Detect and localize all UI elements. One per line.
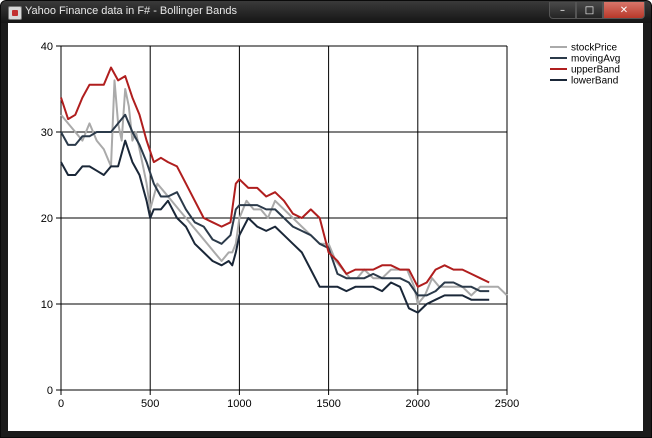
x-tick-label-2000: 2000 — [406, 398, 430, 410]
x-tick-label-1000: 1000 — [227, 398, 251, 410]
y-tick-label-10: 10 — [41, 299, 53, 311]
close-button[interactable]: ✕ — [603, 2, 645, 19]
x-tick-label-1500: 1500 — [316, 398, 340, 410]
bollinger-chart: 0 500 1000 1500 2000 2500 0 10 20 30 40 stockPricem… — [41, 41, 621, 410]
series-line-upperBand — [60, 66, 490, 288]
x-tick-label-2500: 2500 — [495, 398, 519, 410]
y-tick-label-0: 0 — [47, 385, 53, 397]
x-tick-label-500: 500 — [141, 398, 159, 410]
series-line-lowerBand — [60, 139, 490, 314]
series-line-stockPrice — [60, 79, 508, 305]
chart-area: 0 500 1000 1500 2000 2500 0 10 20 30 40 stockPrice m… — [8, 23, 643, 431]
window-controls: – □ ✕ — [549, 2, 645, 19]
y-tick-label-20: 20 — [41, 213, 53, 225]
legend-label-lowerBand: lowerBand — [571, 76, 618, 87]
y-tick-label-40: 40 — [41, 41, 53, 53]
app-icon — [8, 6, 22, 20]
maximize-button[interactable]: □ — [576, 2, 603, 19]
minimize-button[interactable]: – — [549, 2, 576, 19]
title-bar[interactable]: Yahoo Finance data in F# - Bollinger Ban… — [1, 1, 651, 23]
legend-label-stockPrice: stockPrice — [571, 43, 618, 54]
y-tick-label-30: 30 — [41, 127, 53, 139]
series-line-movingAvg — [60, 113, 490, 297]
window-title: Yahoo Finance data in F# - Bollinger Ban… — [25, 5, 237, 17]
legend-label-movingAvg: movingAvg — [571, 54, 620, 65]
legend-label-upperBand: upperBand — [571, 65, 620, 76]
x-tick-label-0: 0 — [58, 398, 64, 410]
